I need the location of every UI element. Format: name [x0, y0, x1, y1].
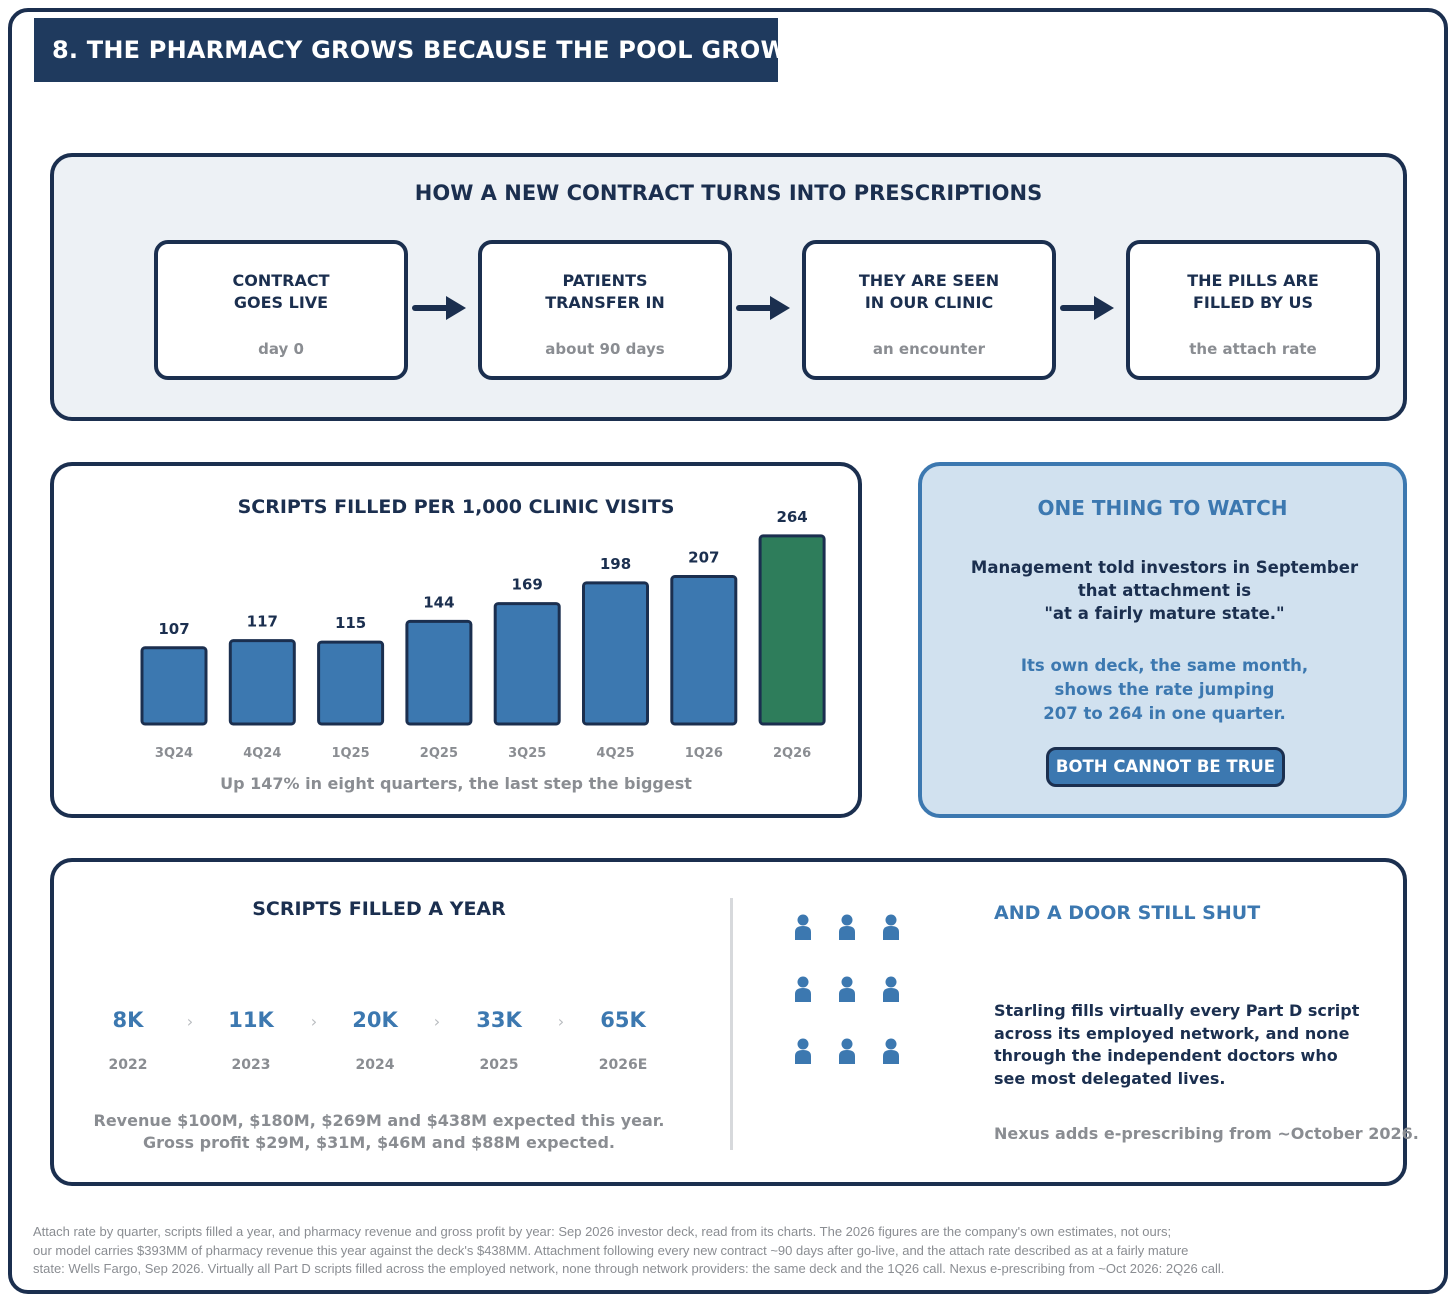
- bar-value-label: 169: [512, 576, 543, 594]
- person-icon: [883, 914, 899, 940]
- bar-3Q24: [140, 646, 208, 726]
- x-tick-label: 3Q25: [508, 746, 546, 761]
- flow-step-title: THE PILLS ARE FILLED BY US: [1187, 271, 1319, 312]
- bar-4Q24: [228, 639, 296, 726]
- chevron-right-icon: ›: [433, 1012, 441, 1031]
- contract-flow-panel: HOW A NEW CONTRACT TURNS INTO PRESCRIPTI…: [50, 153, 1407, 421]
- x-tick-label: 2Q26: [773, 746, 811, 761]
- attach-rate-chart-panel: SCRIPTS FILLED PER 1,000 CLINIC VISITS 1…: [50, 462, 862, 818]
- person-icon: [839, 914, 855, 940]
- bar-1Q26: [670, 575, 738, 726]
- flow-step-seen-in-clinic: THEY ARE SEEN IN OUR CLINIC an encounter: [802, 240, 1056, 380]
- bar-value-label: 107: [158, 620, 189, 638]
- bar-2Q26: [758, 534, 826, 726]
- watch-callout-panel: ONE THING TO WATCH Management told inves…: [918, 462, 1407, 818]
- yearly-title: SCRIPTS FILLED A YEAR: [252, 898, 506, 920]
- source-footnote: Attach rate by quarter, scripts filled a…: [33, 1224, 1225, 1276]
- chart-title: SCRIPTS FILLED PER 1,000 CLINIC VISITS: [237, 496, 675, 518]
- x-tick-label: 4Q25: [596, 746, 634, 761]
- person-icon: [839, 976, 855, 1002]
- bar-value-label: 207: [688, 549, 719, 567]
- flow-step-subtitle: about 90 days: [545, 340, 665, 358]
- bar-2Q25: [405, 619, 473, 726]
- year-label: 2024: [355, 1057, 395, 1073]
- chart-caption: Up 147% in eight quarters, the last step…: [220, 774, 692, 793]
- flow-step-contract-live: CONTRACT GOES LIVE day 0: [154, 240, 408, 380]
- arrow-right-icon: [736, 296, 790, 320]
- year-stat: 65K 2026E: [568, 1008, 678, 1073]
- flow-step-subtitle: day 0: [258, 340, 304, 358]
- door-title: AND A DOOR STILL SHUT: [994, 902, 1261, 924]
- flow-title: HOW A NEW CONTRACT TURNS INTO PRESCRIPTI…: [414, 181, 1043, 205]
- scripts-per-year-panel: SCRIPTS FILLED A YEAR 8K 2022 › 11K 2023…: [50, 858, 1419, 1186]
- year-value: 11K: [228, 1008, 274, 1032]
- chevron-right-icon: ›: [310, 1012, 318, 1031]
- watch-quote: Management told investors in September t…: [970, 558, 1359, 623]
- bar-value-label: 264: [776, 508, 807, 526]
- person-icon: [883, 976, 899, 1002]
- bar-3Q25: [493, 602, 561, 726]
- year-label: 2026E: [598, 1057, 648, 1073]
- x-tick-label: 1Q26: [685, 746, 723, 761]
- section-divider: [730, 898, 733, 1150]
- year-value: 33K: [476, 1008, 522, 1032]
- flow-step-title: CONTRACT GOES LIVE: [232, 271, 330, 312]
- bar-value-label: 115: [335, 614, 366, 632]
- person-icon: [795, 1038, 811, 1064]
- bar-1Q25: [317, 640, 385, 726]
- revenue-caption: Revenue $100M, $180M, $269M and $438M ex…: [93, 1111, 665, 1152]
- contradiction-badge: BOTH CANNOT BE TRUE: [1046, 747, 1285, 787]
- person-icon: [795, 976, 811, 1002]
- year-value: 20K: [352, 1008, 398, 1032]
- watch-title: ONE THING TO WATCH: [1037, 496, 1288, 520]
- chevron-right-icon: ›: [557, 1012, 565, 1031]
- person-icon: [795, 914, 811, 940]
- year-value: 8K: [112, 1008, 144, 1032]
- year-value: 65K: [600, 1008, 646, 1032]
- x-tick-label: 1Q25: [332, 746, 370, 761]
- year-label: 2023: [231, 1057, 271, 1073]
- person-icon: [839, 1038, 855, 1064]
- page-title: 8. THE PHARMACY GROWS BECAUSE THE POOL G…: [34, 18, 804, 82]
- year-stat: 20K 2024: [320, 1008, 430, 1073]
- flow-step-patients-transfer: PATIENTS TRANSFER IN about 90 days: [478, 240, 732, 380]
- year-stat: 33K 2025: [444, 1008, 554, 1073]
- year-label: 2022: [108, 1057, 148, 1073]
- year-stat: 8K 2022: [73, 1008, 183, 1073]
- flow-step-title: THEY ARE SEEN IN OUR CLINIC: [858, 271, 1000, 312]
- door-text: Starling fills virtually every Part D sc…: [994, 1001, 1360, 1088]
- watch-contrast: Its own deck, the same month, shows the …: [1020, 656, 1309, 723]
- flow-step-subtitle: the attach rate: [1189, 340, 1317, 358]
- bar-value-label: 144: [423, 593, 454, 611]
- arrow-right-icon: [412, 296, 466, 320]
- chevron-right-icon: ›: [186, 1012, 194, 1031]
- door-note: Nexus adds e-prescribing from ~October 2…: [994, 1124, 1419, 1143]
- person-icon: [883, 1038, 899, 1064]
- bar-4Q25: [582, 581, 649, 726]
- year-stat: 11K 2023: [196, 1008, 306, 1073]
- bar-value-label: 117: [247, 613, 278, 631]
- flow-step-title: PATIENTS TRANSFER IN: [545, 271, 665, 312]
- year-label: 2025: [479, 1057, 519, 1073]
- bar-value-label: 198: [600, 555, 631, 573]
- x-tick-label: 2Q25: [420, 746, 458, 761]
- arrow-right-icon: [1060, 296, 1114, 320]
- x-tick-label: 4Q24: [243, 746, 281, 761]
- flow-step-subtitle: an encounter: [872, 340, 986, 358]
- bar-chart: 107 3Q24 117 4Q24 115 1Q25 144 2Q25 169 3Q25 198 4Q…: [140, 508, 826, 761]
- x-tick-label: 3Q24: [155, 746, 193, 761]
- flow-step-pills-filled: THE PILLS ARE FILLED BY US the attach ra…: [1126, 240, 1380, 380]
